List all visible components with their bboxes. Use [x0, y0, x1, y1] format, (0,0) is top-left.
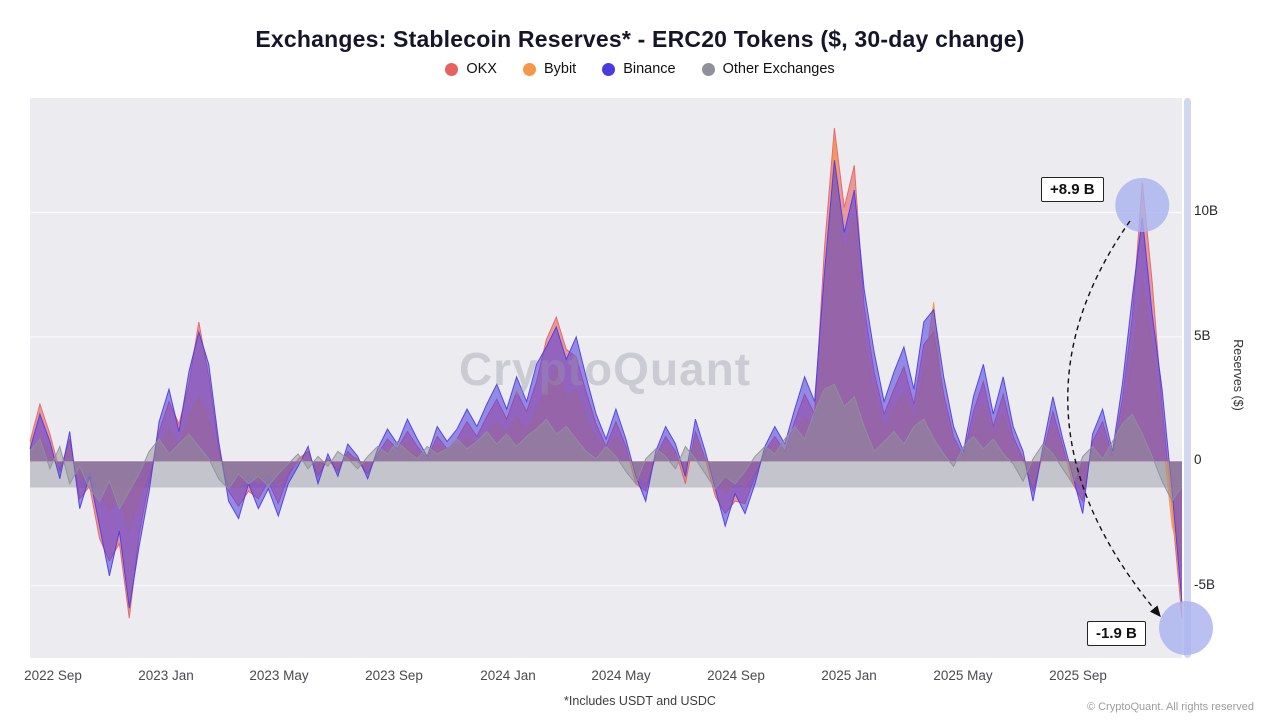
legend-dot-icon — [701, 62, 715, 76]
annotation-peak-label: +8.9 B — [1041, 177, 1104, 202]
x-tick-label: 2024 May — [591, 668, 651, 683]
legend-item-okx[interactable]: OKX — [445, 61, 497, 77]
x-tick-label: 2025 Jan — [821, 668, 877, 683]
legend-label: Other Exchanges — [722, 61, 835, 77]
copyright: © CryptoQuant. All rights reserved — [1086, 701, 1254, 713]
x-tick-label: 2025 Sep — [1049, 668, 1107, 683]
zero-band — [30, 461, 1182, 488]
x-axis-ticks: 2022 Sep 2023 Jan 2023 May 2023 Sep 2024 Jan… — [24, 668, 1182, 686]
legend-dot-icon — [522, 62, 536, 76]
annotation-circle-0 — [1115, 178, 1170, 232]
x-tick-label: 2022 Sep — [24, 668, 82, 683]
y-tick-label: 0 — [1194, 452, 1202, 467]
y-tick-label: 5B — [1194, 328, 1211, 343]
scrollbar-strip[interactable] — [1184, 98, 1191, 658]
y-axis-ticks: 10B 5B 0 -5B — [1194, 0, 1250, 720]
plot-area[interactable] — [29, 98, 1213, 658]
legend-label: Bybit — [543, 61, 577, 77]
legend-item-other-exchanges[interactable]: Other Exchanges — [701, 61, 835, 77]
legend: OKX Bybit Binance Other Exchanges — [0, 61, 1280, 77]
x-tick-label: 2025 May — [933, 668, 993, 683]
legend-label: Binance — [623, 61, 676, 77]
chart-canvas[interactable] — [29, 98, 1213, 658]
y-tick-label: -5B — [1194, 577, 1216, 592]
series-line-other-exchanges — [29, 383, 1183, 510]
x-tick-label: 2023 Jan — [138, 668, 194, 683]
footnote: *Includes USDT and USDC — [564, 694, 716, 708]
chart-title: Exchanges: Stablecoin Reserves* - ERC20 … — [255, 26, 1025, 52]
series-area-binance — [30, 160, 1182, 609]
legend-dot-icon — [602, 62, 616, 76]
annotation-circle-1 — [1159, 601, 1213, 656]
annotation-trough-label: -1.9 B — [1087, 621, 1146, 646]
x-tick-label: 2024 Jan — [480, 668, 536, 683]
y-axis-title: Reserves ($) — [1231, 339, 1245, 411]
x-tick-label: 2023 Sep — [365, 668, 423, 683]
y-tick-label: 10B — [1194, 203, 1219, 218]
legend-label: OKX — [466, 61, 497, 77]
trend-arrow — [1067, 220, 1161, 618]
x-tick-label: 2024 Sep — [707, 668, 765, 683]
legend-item-binance[interactable]: Binance — [602, 61, 676, 77]
x-tick-label: 2023 May — [249, 668, 309, 683]
legend-dot-icon — [445, 62, 459, 76]
legend-item-bybit[interactable]: Bybit — [522, 61, 577, 77]
